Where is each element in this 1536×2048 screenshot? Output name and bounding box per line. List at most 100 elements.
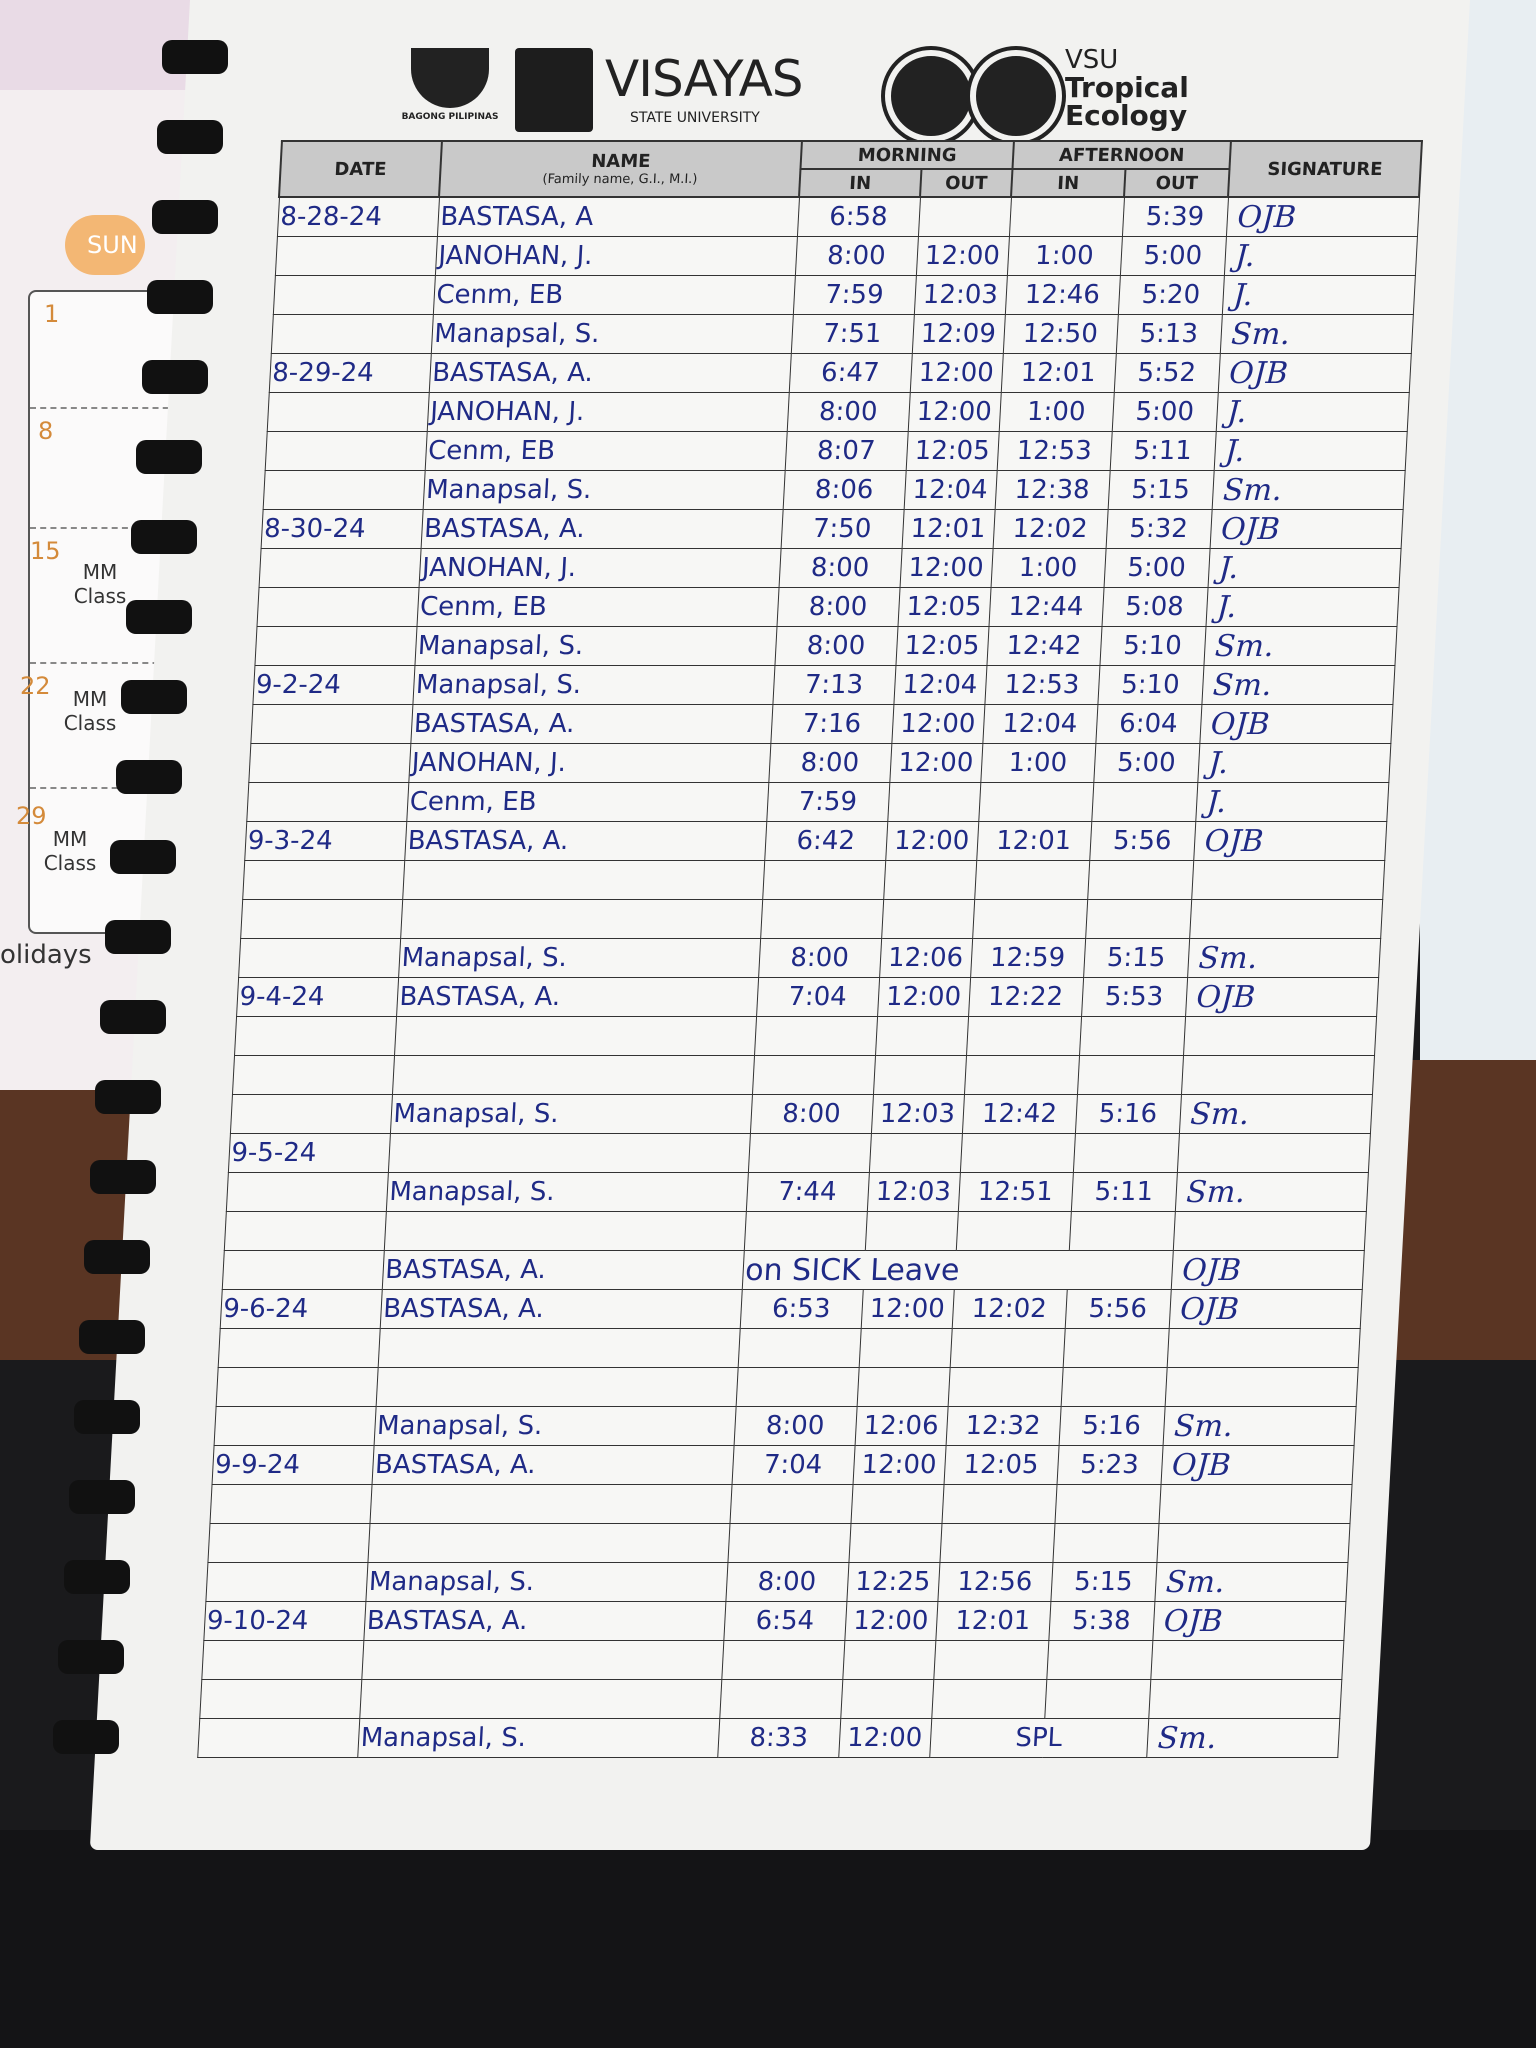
divider bbox=[30, 407, 230, 409]
name-cell bbox=[394, 1016, 757, 1056]
morning-out-cell: 12:00 bbox=[852, 1445, 946, 1485]
date-cell bbox=[238, 938, 401, 978]
afternoon-in-cell bbox=[941, 1484, 1057, 1524]
spiral-ring bbox=[100, 1000, 166, 1034]
afternoon-out-cell: 5:56 bbox=[1089, 821, 1196, 861]
afternoon-in-cell: 12:22 bbox=[968, 977, 1084, 1017]
morning-in-cell: 7:04 bbox=[731, 1445, 855, 1485]
afternoon-out-cell: 5:23 bbox=[1056, 1445, 1163, 1485]
date-cell bbox=[262, 470, 425, 510]
afternoon-in-cell: 12:42 bbox=[986, 626, 1102, 666]
name-cell: Manapsal, S. bbox=[414, 626, 777, 666]
afternoon-in-cell bbox=[939, 1523, 1055, 1563]
table-row bbox=[209, 1484, 1352, 1524]
morning-in-cell bbox=[721, 1640, 845, 1680]
name-cell: BASTASA, A. bbox=[363, 1601, 726, 1641]
afternoon-out-cell bbox=[1068, 1211, 1175, 1251]
program-line2: Tropical bbox=[1065, 71, 1189, 104]
morning-out-cell: 12:03 bbox=[866, 1172, 960, 1212]
spiral-ring bbox=[126, 600, 192, 634]
morning-in-cell: 8:33 bbox=[717, 1718, 841, 1758]
morning-out-cell bbox=[868, 1133, 962, 1173]
morning-in-cell: 8:00 bbox=[733, 1406, 857, 1446]
logo-caption: BAGONG PILIPINAS bbox=[401, 112, 499, 122]
afternoon-out-cell bbox=[1054, 1484, 1161, 1524]
afternoon-out-cell: 5:16 bbox=[1074, 1094, 1181, 1134]
name-cell: BASTASA, A. bbox=[404, 821, 767, 861]
morning-out-cell: 12:00 bbox=[885, 821, 979, 861]
date-cell bbox=[213, 1406, 376, 1446]
morning-out-cell: 12:00 bbox=[915, 236, 1009, 276]
morning-in-cell bbox=[737, 1328, 861, 1368]
table-row: JANOHAN, J. 8:00 12:00 1:00 5:00 J. bbox=[266, 392, 1409, 432]
attendance-sheet: DATE NAME (Family name, G.I., M.I.) MORNI… bbox=[196, 140, 1422, 1758]
afternoon-out-cell: 6:04 bbox=[1095, 704, 1202, 744]
afternoon-out-cell bbox=[1079, 1016, 1186, 1056]
date-cell bbox=[248, 743, 411, 783]
morning-in-cell: 7:44 bbox=[745, 1172, 869, 1212]
table-row: Manapsal, S. 8:00 12:06 12:59 5:15 Sm. bbox=[238, 938, 1381, 978]
planner-date: 15 bbox=[30, 537, 61, 565]
header-morning-in: IN bbox=[799, 169, 922, 197]
planner-date: 29 bbox=[16, 802, 47, 830]
table-row: Manapsal, S. 8:00 12:06 12:32 5:16 Sm. bbox=[213, 1406, 1356, 1446]
header-afternoon: AFTERNOON bbox=[1012, 141, 1231, 169]
name-cell: JANOHAN, J. bbox=[434, 236, 797, 276]
table-row bbox=[199, 1679, 1342, 1719]
name-cell bbox=[391, 1055, 755, 1095]
afternoon-out-cell bbox=[1062, 1328, 1169, 1368]
afternoon-out-cell: 5:11 bbox=[1109, 431, 1216, 471]
name-cell: Manapsal, S. bbox=[357, 1718, 720, 1758]
afternoon-in-cell bbox=[966, 1016, 1082, 1056]
date-cell bbox=[225, 1172, 388, 1212]
date-cell bbox=[274, 236, 437, 276]
signature-cell bbox=[1148, 1679, 1342, 1719]
name-cell bbox=[369, 1484, 732, 1524]
name-cell bbox=[387, 1133, 750, 1173]
signature-cell bbox=[1158, 1484, 1352, 1524]
planner-footer: olidays bbox=[0, 940, 92, 970]
name-cell bbox=[377, 1328, 740, 1368]
morning-out-cell bbox=[842, 1640, 936, 1680]
spiral-ring bbox=[162, 40, 228, 74]
morning-out-cell bbox=[856, 1367, 950, 1407]
spiral-ring bbox=[136, 440, 202, 474]
afternoon-in-cell: 12:51 bbox=[957, 1172, 1073, 1212]
table-row: 9-3-24 BASTASA, A. 6:42 12:00 12:01 5:56 OJB bbox=[244, 821, 1387, 861]
morning-in-cell: 8:06 bbox=[782, 470, 906, 510]
afternoon-in-cell: 1:00 bbox=[1006, 236, 1122, 276]
afternoon-in-cell: 12:04 bbox=[982, 704, 1098, 744]
afternoon-in-cell bbox=[978, 782, 1094, 822]
afternoon-in-cell: 12:02 bbox=[992, 509, 1108, 549]
date-cell bbox=[264, 431, 427, 471]
header-name: NAME (Family name, G.I., M.I.) bbox=[439, 141, 802, 197]
afternoon-out-cell: 5:15 bbox=[1083, 938, 1190, 978]
name-cell: BASTASA, A. bbox=[381, 1250, 744, 1290]
name-cell: Cenm, EB bbox=[424, 431, 787, 471]
date-cell bbox=[209, 1484, 372, 1524]
morning-out-cell bbox=[881, 899, 975, 939]
date-cell bbox=[197, 1718, 360, 1758]
afternoon-out-cell: 5:00 bbox=[1111, 392, 1218, 432]
date-cell bbox=[205, 1562, 368, 1602]
morning-in-cell bbox=[729, 1484, 853, 1524]
afternoon-out-cell: 5:00 bbox=[1103, 548, 1210, 588]
morning-in-cell: 8:00 bbox=[725, 1562, 849, 1602]
morning-in-cell: 7:16 bbox=[770, 704, 894, 744]
header-signature: SIGNATURE bbox=[1228, 141, 1422, 197]
afternoon-in-cell: 12:32 bbox=[945, 1406, 1061, 1446]
signature-cell: Sm. bbox=[1174, 1172, 1368, 1212]
spiral-ring bbox=[121, 680, 187, 714]
morning-out-cell: 12:03 bbox=[913, 275, 1007, 315]
morning-out-cell: 12:00 bbox=[889, 743, 983, 783]
morning-out-cell bbox=[848, 1523, 942, 1563]
afternoon-out-cell bbox=[1052, 1523, 1159, 1563]
morning-in-cell: 7:59 bbox=[792, 275, 916, 315]
afternoon-in-cell: 12:44 bbox=[988, 587, 1104, 627]
signature-cell: OJB bbox=[1160, 1445, 1354, 1485]
morning-out-cell bbox=[864, 1211, 958, 1251]
university-name: VISAYAS bbox=[605, 50, 804, 108]
table-row bbox=[231, 1055, 1375, 1095]
morning-out-cell bbox=[840, 1679, 934, 1719]
date-cell bbox=[217, 1328, 380, 1368]
